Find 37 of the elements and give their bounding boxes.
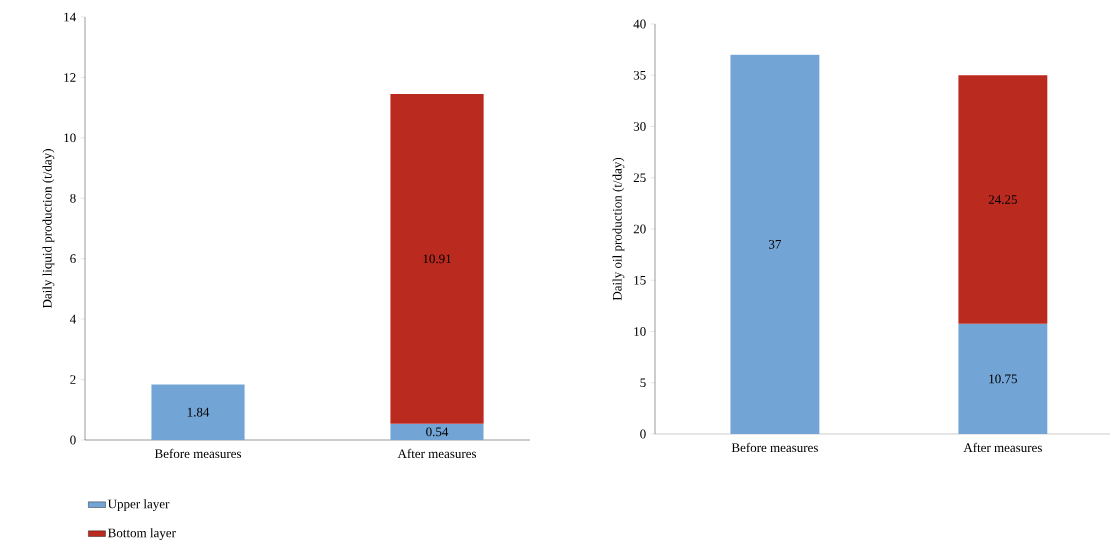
- bar: [151, 384, 245, 440]
- data-label: 0.54: [426, 427, 449, 437]
- y-tick-label: 15: [634, 275, 646, 285]
- bar: [958, 323, 1048, 434]
- x-tick-label: Before measures: [731, 442, 818, 453]
- y-tick-label: 8: [70, 193, 76, 203]
- data-label: 1.84: [187, 407, 210, 417]
- data-label: 37: [769, 240, 782, 249]
- x-tick-label: Before measures: [154, 448, 242, 459]
- y-tick-label: 10: [64, 133, 76, 143]
- y-tick-label: 0: [70, 435, 76, 445]
- x-tick-label: After measures: [397, 448, 477, 459]
- y-tick-label: 10: [634, 327, 646, 336]
- bar: [958, 75, 1048, 324]
- x-tick-label: After measures: [963, 442, 1042, 453]
- bar: [390, 94, 484, 424]
- data-label: 24.25: [988, 195, 1017, 204]
- bar: [730, 54, 820, 434]
- y-tick-label: 6: [70, 254, 76, 264]
- y-tick-label: 14: [64, 12, 77, 22]
- data-label: 10.75: [989, 374, 1017, 384]
- y-tick-label: 5: [640, 378, 646, 388]
- y-tick-label: 35: [633, 70, 646, 80]
- y-tick-label: 25: [633, 173, 646, 183]
- legend-label: Upper layer: [107, 499, 170, 512]
- y-tick-label: 2: [70, 375, 76, 384]
- bar: [390, 423, 484, 440]
- y-tick-label: 0: [640, 429, 646, 439]
- data-label: 10.91: [423, 254, 451, 264]
- y-axis-title: Daily oil production (t/day): [612, 157, 625, 301]
- y-tick-label: 12: [64, 73, 76, 82]
- y-tick-label: 30: [633, 122, 646, 131]
- y-tick-label: 40: [633, 19, 646, 29]
- y-tick-label: 20: [633, 224, 646, 234]
- legend-label: Bottom layer: [108, 528, 176, 540]
- y-tick-label: 4: [69, 314, 77, 324]
- y-axis-title: Daily liquid production (t/day): [42, 149, 55, 309]
